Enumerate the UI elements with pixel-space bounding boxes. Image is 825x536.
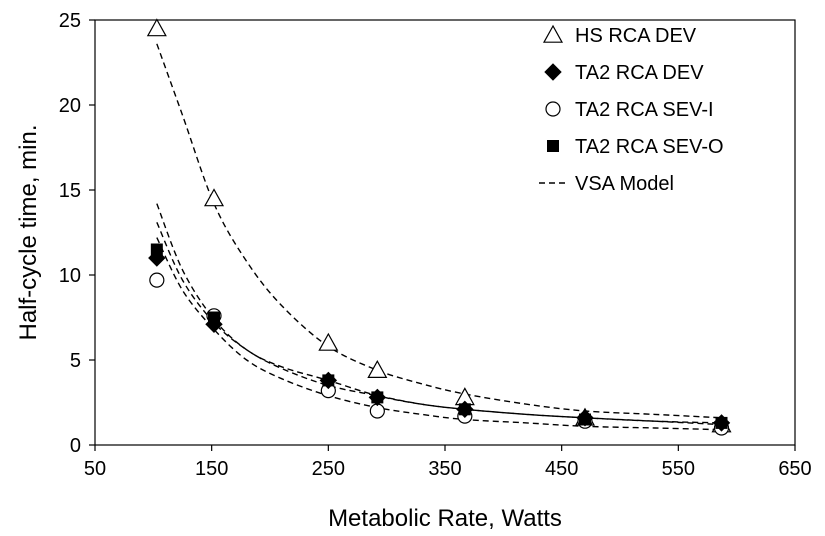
legend-swatch-filled-diamond (544, 63, 562, 81)
vsa-model-curve-2 (156, 222, 722, 426)
vsa-model-curve-1 (156, 203, 722, 424)
x-tick-label: 450 (545, 458, 578, 480)
y-tick-label: 20 (59, 95, 81, 117)
x-tick-label: 250 (312, 458, 345, 480)
y-tick-label: 15 (59, 180, 81, 202)
x-tick-label: 650 (778, 458, 811, 480)
x-axis-label: Metabolic Rate, Watts (328, 505, 562, 531)
x-tick-label: 50 (84, 458, 106, 480)
point-filled-square (579, 413, 591, 426)
point-filled-square (322, 374, 335, 387)
point-filled-square (371, 391, 384, 404)
x-tick-label: 150 (195, 458, 228, 480)
point-filled-square (208, 311, 220, 324)
point-filled-square (458, 403, 471, 416)
point-open-triangle (367, 359, 388, 378)
legend-label: TA2 RCA DEV (575, 62, 704, 84)
y-tick-label: 25 (59, 10, 81, 32)
y-tick-label: 0 (70, 435, 81, 457)
vsa-model-curve-3 (156, 237, 722, 431)
x-tick-label: 350 (428, 458, 461, 480)
x-axis-ticks: 50 150 250 350 450 550 650 (84, 445, 812, 480)
y-tick-label: 10 (59, 265, 81, 287)
point-open-triangle (146, 18, 167, 37)
filled-markers (148, 243, 731, 432)
x-tick-label: 550 (662, 458, 695, 480)
point-filled-square (715, 416, 728, 429)
legend-swatch-open-triangle (542, 24, 564, 43)
y-axis-ticks: 0 5 10 15 20 25 (59, 10, 95, 457)
legend-swatch-filled-square (547, 140, 559, 152)
point-open-circle (149, 272, 165, 288)
legend: HS RCA DEV TA2 RCA DEV TA2 RCA SEV-I TA2 RC… (539, 24, 724, 195)
point-filled-square (150, 243, 163, 256)
point-open-triangle (203, 188, 225, 207)
legend-label: TA2 RCA SEV-I (575, 99, 714, 121)
point-open-triangle (318, 332, 339, 351)
legend-label: HS RCA DEV (575, 25, 697, 47)
legend-label: VSA Model (575, 173, 674, 195)
y-tick-label: 5 (70, 350, 81, 372)
legend-swatch-open-circle (545, 101, 561, 117)
y-axis-label: Half-cycle time, min. (15, 124, 42, 340)
legend-label: TA2 RCA SEV-O (575, 136, 724, 158)
